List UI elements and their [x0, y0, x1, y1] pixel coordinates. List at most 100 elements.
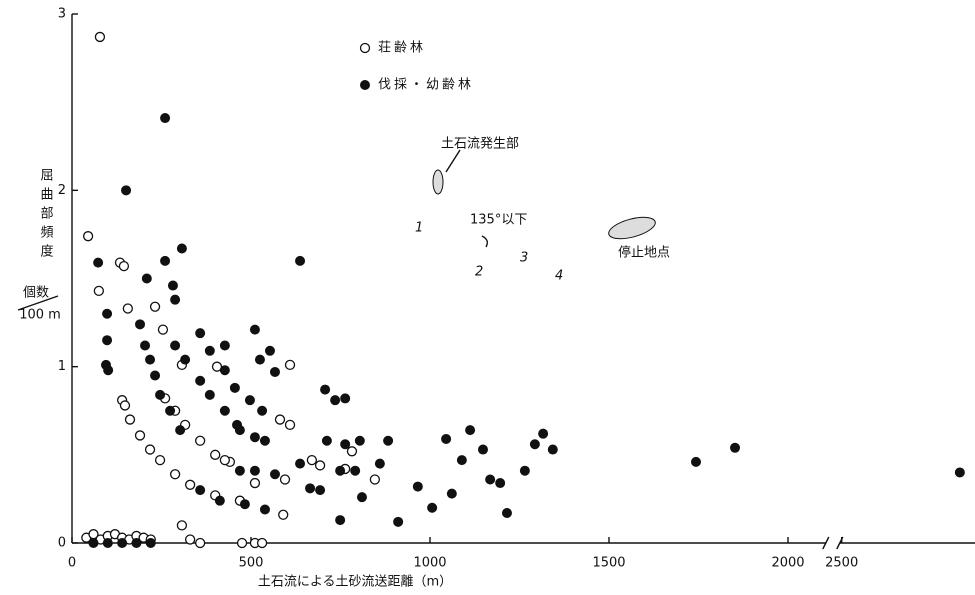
- data-point: [219, 454, 231, 466]
- data-point: [160, 255, 171, 266]
- data-point: [150, 370, 161, 381]
- data-point: [135, 319, 146, 330]
- data-point: [229, 382, 240, 393]
- data-point: [195, 435, 206, 446]
- data-point: [256, 537, 268, 549]
- data-point: [335, 515, 346, 526]
- legend-label: 伐採・幼齢林: [378, 78, 474, 93]
- inset-label: 停止地点: [618, 245, 670, 261]
- data-point: [124, 414, 136, 425]
- data-point: [93, 285, 104, 296]
- data-point: [954, 467, 965, 478]
- data-point: [141, 273, 152, 284]
- data-point: [160, 113, 171, 124]
- data-point: [306, 454, 318, 466]
- data-point: [155, 389, 166, 400]
- x-tick-label: 1000: [413, 556, 446, 571]
- x-axis-label: 土石流による土砂流送距離（m）: [258, 575, 452, 590]
- data-point: [210, 449, 221, 460]
- data-point: [214, 495, 225, 506]
- data-point: [118, 261, 130, 272]
- data-point: [254, 354, 265, 365]
- data-point: [485, 474, 496, 485]
- data-point: [154, 454, 166, 466]
- data-point: [519, 465, 530, 476]
- x-tick-label: 500: [239, 556, 264, 571]
- data-point: [547, 444, 558, 455]
- data-point: [167, 280, 178, 291]
- data-point: [284, 419, 296, 431]
- data-point: [354, 435, 365, 446]
- data-point: [320, 384, 331, 395]
- data-point: [195, 537, 206, 549]
- y-tick-label: 2: [58, 183, 66, 198]
- data-point: [690, 456, 701, 467]
- data-point: [175, 425, 186, 436]
- data-point: [180, 354, 191, 365]
- data-point: [249, 432, 260, 443]
- inset-label: 2: [475, 265, 483, 280]
- data-point: [140, 340, 151, 351]
- data-point: [134, 430, 146, 441]
- data-point: [145, 538, 156, 548]
- data-point: [356, 492, 367, 503]
- data-point: [170, 340, 181, 351]
- data-point: [184, 534, 196, 545]
- data-point: [169, 469, 181, 480]
- data-point: [330, 395, 341, 406]
- data-point: [121, 185, 132, 196]
- data-point: [195, 485, 206, 496]
- y-tick-label: 0: [58, 536, 66, 551]
- data-point: [170, 294, 181, 305]
- data-point: [279, 474, 291, 485]
- x-tick-label: 0: [68, 556, 76, 571]
- data-point: [335, 465, 346, 476]
- data-point: [321, 435, 332, 446]
- data-point: [102, 308, 113, 319]
- data-point: [117, 538, 128, 548]
- data-point: [234, 465, 245, 476]
- data-point: [249, 465, 260, 476]
- data-point: [730, 442, 741, 453]
- y-unit-denominator: 100 m: [19, 308, 61, 323]
- data-point: [88, 538, 99, 548]
- inset-label: 土石流発生部: [441, 137, 519, 152]
- data-point: [184, 479, 196, 490]
- data-point: [383, 435, 394, 446]
- data-point: [274, 414, 286, 425]
- y-tick-label: 3: [58, 7, 66, 22]
- data-point: [269, 469, 280, 480]
- data-point: [259, 504, 270, 515]
- data-point: [465, 425, 476, 436]
- data-point: [94, 31, 106, 43]
- data-point: [119, 400, 131, 411]
- data-point: [295, 458, 306, 469]
- data-point: [144, 444, 156, 455]
- data-point: [340, 393, 351, 404]
- data-point: [305, 483, 316, 494]
- data-point: [259, 435, 270, 446]
- x-tick-label: 2500: [825, 556, 858, 571]
- data-point: [249, 324, 260, 335]
- data-point: [314, 460, 326, 471]
- data-point: [93, 257, 104, 268]
- data-point: [340, 439, 351, 450]
- data-point: [369, 474, 381, 485]
- data-point: [538, 428, 549, 439]
- y-unit-bar: [17, 295, 59, 311]
- legend-marker: [359, 42, 371, 54]
- data-point: [441, 433, 452, 444]
- data-point: [157, 324, 169, 335]
- data-point: [374, 458, 385, 469]
- y-tick-label: 1: [58, 359, 66, 374]
- data-point: [219, 365, 230, 376]
- data-point: [456, 455, 467, 466]
- data-point: [195, 328, 206, 339]
- data-point: [234, 425, 245, 436]
- data-point: [350, 465, 361, 476]
- data-point: [149, 301, 161, 312]
- axis-break: [822, 536, 844, 550]
- data-point: [165, 405, 176, 416]
- legend-label: 荘齢林: [378, 41, 426, 56]
